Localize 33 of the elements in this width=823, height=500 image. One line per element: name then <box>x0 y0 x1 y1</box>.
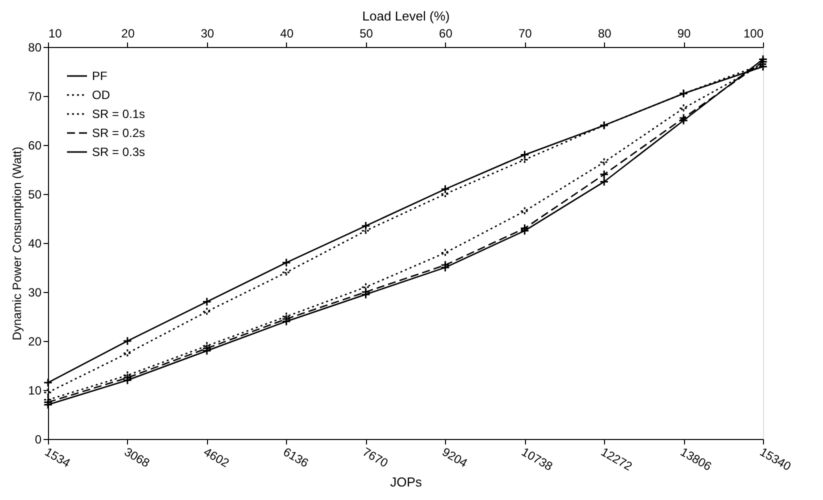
legend-label: SR = 0.3s <box>92 145 146 159</box>
y-tick-label: 20 <box>28 334 42 348</box>
x-tick-label: 1534 <box>42 444 73 470</box>
x-tick-label: 4602 <box>201 444 232 470</box>
legend-label: OD <box>92 88 110 102</box>
x2-tick-label: 60 <box>439 26 453 40</box>
y-tick-label: 70 <box>28 90 42 104</box>
y-axis-title: Dynamic Power Consumption (Watt) <box>10 146 24 340</box>
x-axis-title: JOPs <box>390 474 422 490</box>
y-tick-label: 0 <box>34 432 42 446</box>
x-tick-label: 6136 <box>280 444 312 470</box>
legend-label: SR = 0.1s <box>92 107 146 121</box>
y-tick-label: 10 <box>28 384 42 398</box>
x2-tick-label: 20 <box>121 26 135 40</box>
y-tick-label: 30 <box>28 286 42 300</box>
x2-tick-label: 10 <box>48 26 62 40</box>
y-tick-label: 60 <box>28 138 42 152</box>
legend-label: SR = 0.2s <box>92 126 146 140</box>
y-tick-label: 40 <box>28 236 42 250</box>
x2-tick-label: 50 <box>360 26 374 40</box>
x-tick-label: 7670 <box>360 444 391 470</box>
x-tick-label: 3068 <box>122 444 152 470</box>
legend-label: PF <box>92 69 108 83</box>
x-tick-label: 9204 <box>440 444 470 470</box>
y-tick-label: 80 <box>28 40 42 54</box>
x2-tick-label: 80 <box>598 26 612 40</box>
x2-tick-label: 70 <box>518 26 532 40</box>
x2-tick-label: 40 <box>280 26 294 40</box>
x2-tick-label: 90 <box>677 26 692 40</box>
y-tick-label: 50 <box>28 188 42 202</box>
x2-axis-title: Load Level (%) <box>362 8 450 24</box>
x2-tick-label: 100 <box>743 26 764 40</box>
x2-tick-label: 30 <box>200 26 214 40</box>
